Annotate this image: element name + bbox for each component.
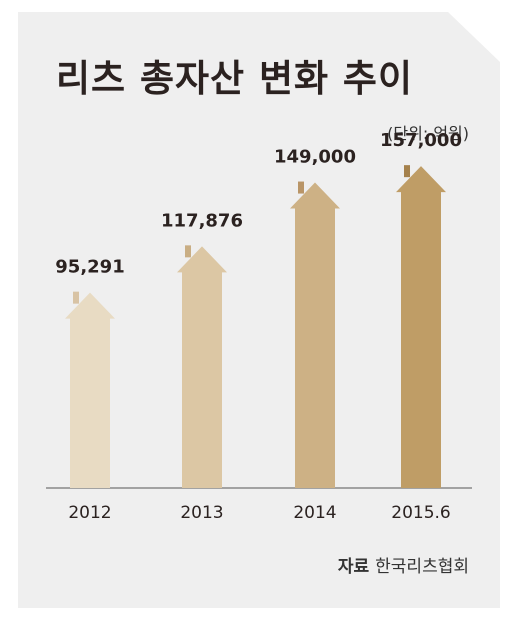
- bar-chimney: [298, 181, 304, 194]
- bar-2015.6: [396, 165, 446, 488]
- value-label: 95,291: [55, 257, 124, 278]
- bar-2012: [65, 291, 115, 488]
- value-label: 117,876: [161, 210, 243, 231]
- source-text: 한국리츠협회: [375, 557, 469, 577]
- bar-2013: [177, 245, 227, 488]
- panel-shape: [18, 12, 500, 608]
- bar-body: [177, 246, 227, 488]
- value-label: 157,000: [380, 130, 462, 151]
- unit-note: (단위: 억원): [387, 124, 469, 143]
- x-tick-label: 2013: [180, 503, 223, 523]
- x-tick-label: 2014: [293, 503, 336, 523]
- source-note: 자료 한국리츠협회: [338, 552, 469, 577]
- value-label: 149,000: [274, 147, 356, 168]
- source-label: 자료: [337, 557, 370, 577]
- bar-body: [290, 182, 340, 489]
- bar-chimney: [185, 245, 191, 258]
- chart-title: 리츠 총자산 변화 추이: [56, 57, 414, 100]
- bar-2014: [290, 181, 340, 489]
- x-tick-label: 2015.6: [391, 503, 450, 523]
- bar-chimney: [73, 291, 79, 304]
- bar-body: [65, 292, 115, 488]
- x-tick-label: 2012: [68, 503, 111, 523]
- bar-body: [396, 166, 446, 488]
- bar-chimney: [404, 165, 410, 178]
